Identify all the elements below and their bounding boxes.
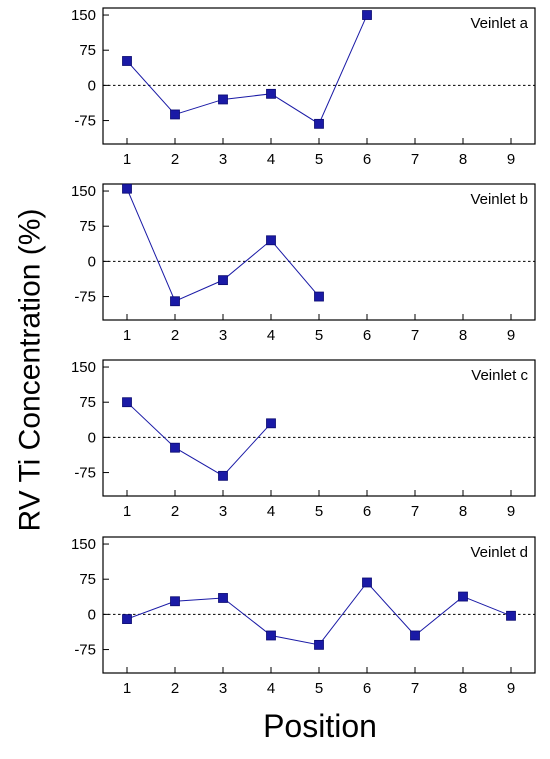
x-tick-label: 2 xyxy=(171,503,179,520)
panel-title: Veinlet d xyxy=(470,544,528,561)
x-tick-label: 9 xyxy=(507,503,515,520)
y-tick-label: -75 xyxy=(74,642,96,659)
y-tick-label: 75 xyxy=(79,571,96,588)
y-tick-label: -75 xyxy=(74,465,96,482)
y-tick-label: 0 xyxy=(88,77,96,94)
x-tick-label: 7 xyxy=(411,503,419,520)
x-tick-label: 3 xyxy=(219,327,227,344)
x-tick-label: 3 xyxy=(219,680,227,697)
x-tick-label: 1 xyxy=(123,503,131,520)
data-point xyxy=(266,88,276,99)
x-tick-label: 4 xyxy=(267,151,275,168)
panel-4: -75 0 75 150 1 2 3 4 5 6 7 8 9 Veinlet d xyxy=(71,536,536,697)
panel-title: Veinlet a xyxy=(470,15,528,32)
data-point xyxy=(314,291,324,302)
y-tick-label: 75 xyxy=(79,42,96,59)
data-point xyxy=(314,118,324,129)
x-tick-label: 7 xyxy=(411,327,419,344)
data-point xyxy=(506,610,516,621)
x-tick-label: 3 xyxy=(219,503,227,520)
x-tick-label: 8 xyxy=(459,680,467,697)
data-point xyxy=(122,397,132,408)
x-tick-label: 9 xyxy=(507,680,515,697)
data-point xyxy=(218,593,228,603)
x-tick-label: 6 xyxy=(363,503,371,520)
y-tick-label: 0 xyxy=(88,606,96,623)
x-tick-label: 5 xyxy=(315,327,323,344)
x-tick-label: 4 xyxy=(267,503,275,520)
x-tick-label: 2 xyxy=(171,680,179,697)
panel-title: Veinlet b xyxy=(470,191,528,208)
data-point xyxy=(410,630,420,641)
x-tick-label: 1 xyxy=(123,151,131,168)
y-tick-label: 150 xyxy=(71,183,96,200)
data-point xyxy=(170,442,180,453)
y-tick-label: 150 xyxy=(71,359,96,376)
data-point xyxy=(122,56,132,66)
y-tick-label: 0 xyxy=(88,253,96,270)
x-tick-label: 4 xyxy=(267,327,275,344)
x-tick-label: 8 xyxy=(459,503,467,520)
data-point xyxy=(458,591,468,602)
x-tick-label: 2 xyxy=(171,151,179,168)
data-point xyxy=(266,418,276,429)
panel-2: -75 0 75 150 1 2 3 4 5 6 7 8 9 Veinlet b xyxy=(71,183,536,344)
data-point xyxy=(266,630,276,641)
x-axis-title: Position xyxy=(263,708,377,744)
x-tick-label: 1 xyxy=(123,327,131,344)
y-tick-label: -75 xyxy=(74,113,96,130)
x-tick-label: 6 xyxy=(363,151,371,168)
x-tick-label: 3 xyxy=(219,151,227,168)
x-tick-label: 1 xyxy=(123,680,131,697)
x-tick-label: 2 xyxy=(171,327,179,344)
data-point xyxy=(122,183,132,194)
x-tick-label: 9 xyxy=(507,151,515,168)
data-point xyxy=(170,596,180,607)
y-tick-label: 0 xyxy=(88,429,96,446)
data-point xyxy=(362,10,372,20)
panel-3: -75 0 75 150 1 2 3 4 5 6 7 8 9 Veinlet c xyxy=(71,359,536,520)
panel-1: -75 0 75 150 1 2 3 4 5 6 7 8 9 Veinlet a xyxy=(71,7,536,168)
x-tick-label: 5 xyxy=(315,503,323,520)
data-point xyxy=(362,577,372,588)
y-tick-label: 150 xyxy=(71,536,96,553)
x-tick-label: 7 xyxy=(411,680,419,697)
x-tick-label: 8 xyxy=(459,151,467,168)
data-point xyxy=(218,275,228,286)
y-tick-label: 150 xyxy=(71,7,96,24)
y-tick-label: 75 xyxy=(79,218,96,235)
data-point xyxy=(218,470,228,481)
data-point xyxy=(218,94,228,105)
x-tick-label: 5 xyxy=(315,151,323,168)
x-tick-label: 6 xyxy=(363,680,371,697)
data-point xyxy=(314,639,324,650)
y-tick-label: -75 xyxy=(74,289,96,306)
data-point xyxy=(266,235,276,246)
series-line xyxy=(126,581,512,646)
data-point xyxy=(170,109,180,120)
data-point xyxy=(170,296,180,307)
x-tick-label: 7 xyxy=(411,151,419,168)
data-point xyxy=(122,614,132,624)
x-tick-label: 4 xyxy=(267,680,275,697)
x-tick-label: 8 xyxy=(459,327,467,344)
plot-frame xyxy=(102,359,536,497)
x-tick-label: 6 xyxy=(363,327,371,344)
panel-title: Veinlet c xyxy=(471,367,528,384)
series-line xyxy=(126,14,368,125)
series-line xyxy=(126,401,272,477)
x-tick-label: 5 xyxy=(315,680,323,697)
x-tick-label: 9 xyxy=(507,327,515,344)
y-tick-label: 75 xyxy=(79,394,96,411)
